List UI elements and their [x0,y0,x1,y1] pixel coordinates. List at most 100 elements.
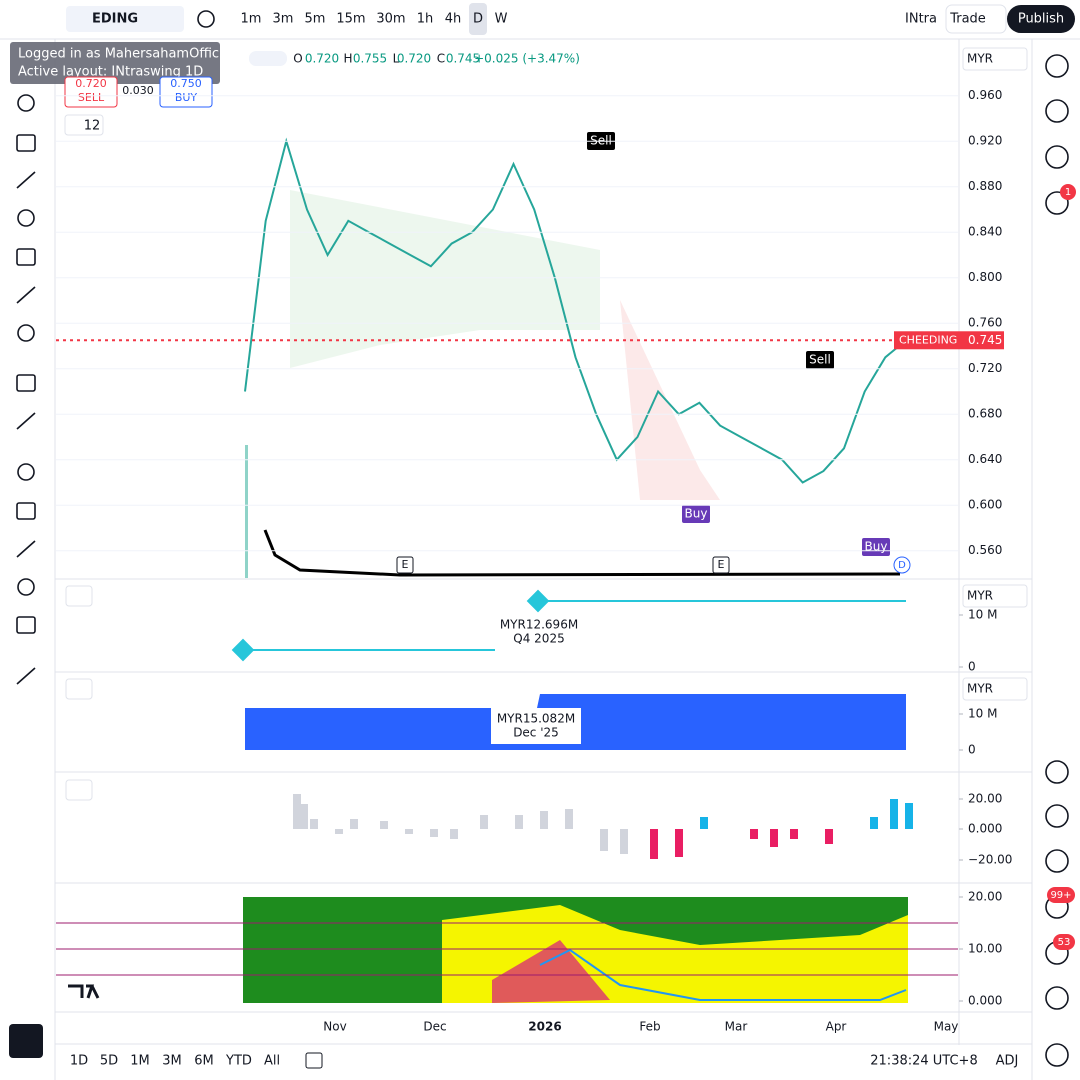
range-button[interactable]: YTD [225,1054,252,1069]
tooltip [10,42,220,84]
panel-tooltip: Q4 2025 [513,632,564,646]
sidebar-button[interactable] [1045,986,1069,1010]
tool-button[interactable] [16,134,36,152]
interval-button[interactable]: 4h [445,12,462,27]
tooltip-box [491,708,581,744]
interval-button[interactable]: 30m [376,12,405,27]
tool-button[interactable] [16,616,36,634]
tool-button[interactable] [17,94,35,112]
range-button[interactable]: 3M [162,1054,182,1069]
layout-name[interactable]: INtra [905,12,937,27]
compare-button[interactable] [197,10,215,28]
tool-button[interactable] [17,324,35,342]
y-tick-label: 0.880 [968,179,1002,193]
range-button[interactable]: All [264,1054,280,1069]
hist-bar [540,811,548,829]
buy-label[interactable]: BUY [175,91,198,104]
sell-price[interactable]: 0.720 [75,77,107,90]
range-button[interactable]: 6M [194,1054,214,1069]
sidebar-button[interactable] [1045,99,1069,123]
sidebar-button[interactable] [1045,145,1069,169]
axes: MYR 0.960 0.920 0.880 0.840 0.800 0.760 0.720 0.… [56,47,1028,1034]
currency[interactable]: MYR [967,52,993,66]
tool-button[interactable] [16,667,36,685]
visibility-toggle[interactable] [249,51,287,66]
interval-button[interactable]: 1h [417,12,434,27]
hist-bar [620,829,628,854]
trade-label[interactable]: Trade [949,12,986,27]
sidebar-button[interactable] [1045,1043,1069,1067]
currency-button[interactable] [962,584,1028,608]
dividend-label[interactable]: D [898,560,906,571]
trade-button[interactable] [945,4,1007,34]
event-label[interactable]: E [718,558,725,571]
legend-value: C [437,52,445,66]
tool-button[interactable] [16,540,36,558]
hist-bar [310,819,318,829]
collapse-button[interactable] [65,585,93,607]
hist-bar [300,804,308,829]
clock[interactable]: 21:38:24 UTC+8 [870,1054,977,1069]
tool-button[interactable] [16,374,36,392]
dividend-badge[interactable] [893,556,911,574]
adj-button[interactable]: ADJ [996,1054,1019,1069]
currency-button[interactable] [962,677,1028,701]
legend-value: 0.755 [353,52,387,66]
tool-button[interactable] [17,463,35,481]
y-tick-label: 10 M [968,707,997,721]
sidebar-button[interactable] [1045,760,1069,784]
range-button[interactable]: 5D [100,1054,118,1069]
signal-label: Sell [590,134,612,148]
indicator-count[interactable]: 12 [84,119,101,134]
tool-button[interactable] [16,502,36,520]
hist-bar [770,829,778,847]
legend-value: 0.745 [446,52,480,66]
sidebar-button[interactable] [1045,804,1069,828]
hist-bar [480,815,488,829]
interval-button[interactable]: W [495,12,508,27]
range-button[interactable]: 1M [130,1054,150,1069]
tooltip-box [496,615,580,649]
sidebar-button[interactable] [1045,849,1069,873]
interval-button[interactable]: 5m [305,12,326,27]
tool-button[interactable] [16,286,36,304]
currency[interactable]: MYR [967,682,993,696]
sidebar-button[interactable] [1045,54,1069,78]
event-label[interactable]: E [402,558,409,571]
signal-badge [862,538,890,556]
buy-price[interactable]: 0.750 [170,77,202,90]
buy-button[interactable] [159,76,213,108]
range-button[interactable]: 1D [70,1054,88,1069]
interval-button[interactable]: D [473,12,483,27]
symbol[interactable]: EDING [92,12,138,27]
collapse-button[interactable] [65,678,93,700]
publish-label[interactable]: Publish [1018,12,1064,27]
y-tick-label: 0.960 [968,88,1002,102]
symbol-search[interactable] [66,6,184,32]
interval-button[interactable]: 3m [273,12,294,27]
sell-label[interactable]: SELL [78,91,105,104]
tool-button[interactable] [16,412,36,430]
currency[interactable]: MYR [967,589,993,603]
tool-button[interactable] [17,578,35,596]
sell-button[interactable] [64,76,118,108]
indicators-toggle[interactable] [64,114,104,136]
interval-button[interactable]: 1m [241,12,262,27]
tool-button[interactable] [17,209,35,227]
favorites-button[interactable] [9,1024,43,1058]
date-range-button[interactable] [305,1052,323,1069]
event-badge[interactable] [396,556,414,574]
currency-button[interactable] [962,47,1028,71]
legend-value: L [393,52,400,66]
hist-bar [905,803,913,829]
event-badge[interactable] [712,556,730,574]
interval-button[interactable]: 15m [336,12,365,27]
price-line [244,137,907,484]
publish-button[interactable] [1007,5,1075,33]
sidebar-button[interactable] [1045,191,1069,215]
badge [1060,184,1076,200]
tool-button[interactable] [16,171,36,189]
y-tick-label: 0.800 [968,270,1002,284]
collapse-button[interactable] [65,779,93,801]
tool-button[interactable] [16,248,36,266]
